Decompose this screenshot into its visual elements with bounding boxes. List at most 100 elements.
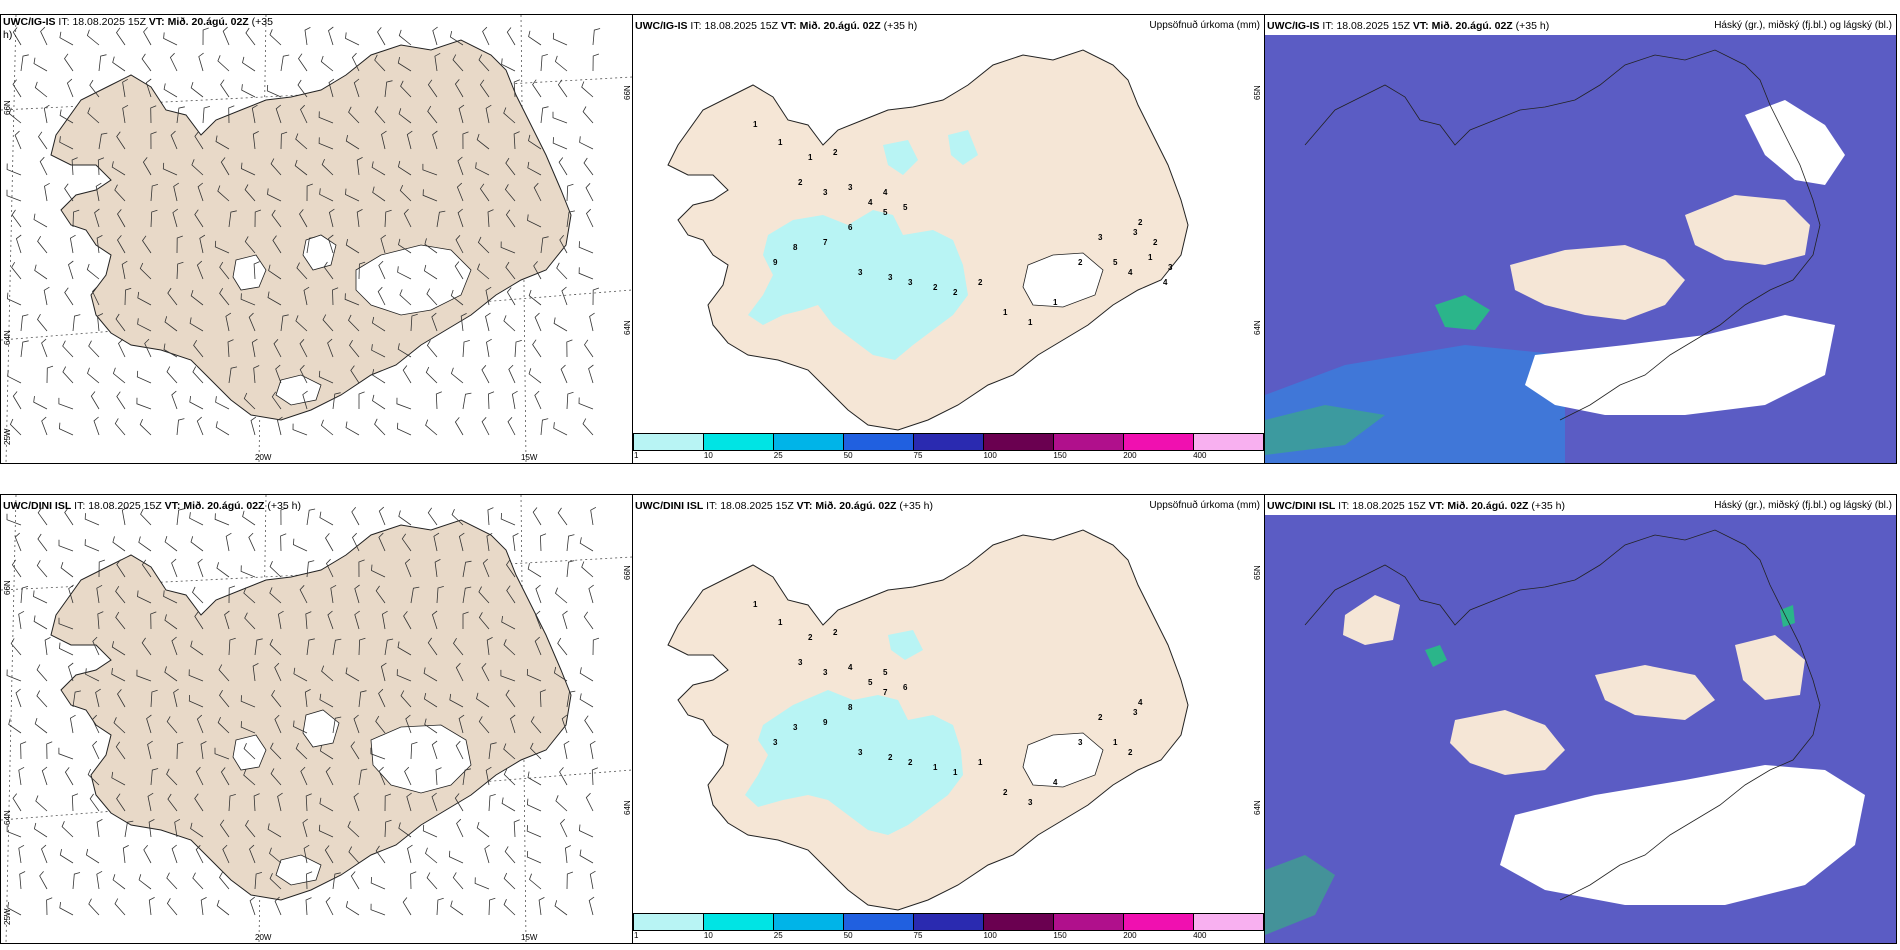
wind-barb (563, 740, 570, 760)
wind-barb (304, 27, 311, 46)
wind-barb (512, 533, 519, 552)
wind-barb (200, 897, 207, 916)
wind-barb (115, 585, 126, 604)
wind-barb (12, 391, 22, 410)
vt-label: VT: (780, 20, 797, 32)
wind-barb (482, 558, 490, 578)
wind-barb (581, 561, 594, 578)
colorbar-swatch (914, 434, 984, 450)
wind-barb (345, 135, 360, 150)
wind-barb (33, 822, 48, 838)
wind-barb (351, 52, 360, 72)
wind-barb (85, 668, 100, 682)
wind-barb (458, 532, 465, 552)
wind-barb (162, 162, 178, 176)
wind-barb (553, 317, 568, 332)
wind-barb (33, 615, 48, 630)
wind-barb (477, 263, 490, 280)
wind-barb (251, 104, 258, 124)
wind-barb (112, 56, 126, 72)
wind-barb (295, 742, 308, 760)
wind-barb (513, 819, 520, 838)
wind-barb (319, 693, 334, 708)
colorbar-tick-label: 200 (1123, 451, 1137, 460)
lat-label-65: 65N (1253, 565, 1262, 580)
precip-amount-label: 3 (1078, 738, 1083, 747)
wind-barb (169, 52, 178, 72)
wind-barb (190, 822, 204, 838)
wind-barb (579, 849, 594, 864)
wind-barb (560, 364, 568, 384)
wind-barb (190, 289, 204, 306)
wind-barb (251, 338, 258, 358)
wind-barb (303, 286, 310, 306)
wind-barb (271, 391, 282, 410)
wind-barb (59, 109, 74, 124)
wind-barb (321, 158, 334, 176)
wind-barb (435, 391, 442, 410)
wind-barb (195, 766, 204, 786)
precip-amount-label: 3 (858, 268, 863, 277)
wind-barb (318, 111, 334, 124)
wind-barb (115, 741, 126, 760)
wind-barb (589, 870, 596, 890)
wind-barb (96, 819, 103, 838)
vt-label: VT: (1428, 500, 1445, 512)
precip-amount-label: 1 (1148, 253, 1153, 262)
wind-barb (478, 612, 490, 630)
colorbar-tick-label: 10 (703, 931, 713, 940)
wind-barb (34, 717, 48, 734)
wind-barb (325, 766, 334, 786)
wind-barb (481, 663, 490, 682)
lead-time: (+35 h) (1515, 20, 1550, 32)
wind-barb (506, 27, 516, 46)
colorbar-swatch (1194, 434, 1263, 450)
wind-barb (485, 286, 492, 306)
wind-barb (318, 824, 334, 838)
colorbar-swatch (774, 914, 844, 930)
wind-barb (39, 156, 48, 176)
wind-barb (540, 54, 548, 72)
wind-barb (354, 610, 360, 630)
wind-barb (137, 590, 152, 604)
init-time: 18.08.2025 15Z (1336, 20, 1410, 32)
colorbar-swatch (704, 914, 774, 930)
wind-barb (112, 874, 126, 890)
wind-barb (272, 235, 282, 254)
wind-barb (139, 262, 152, 280)
wind-barb (454, 79, 464, 98)
wind-barb (482, 26, 490, 46)
wind-barb (190, 81, 204, 98)
wind-barb (280, 314, 289, 332)
wind-barb (557, 79, 568, 98)
wind-barb (423, 693, 438, 708)
precip-amount-label: 1 (1053, 298, 1058, 307)
wind-barb (583, 611, 594, 630)
wind-barb (326, 558, 334, 578)
wind-barb (116, 793, 126, 812)
wind-barb (500, 241, 516, 254)
wind-barb (214, 240, 230, 254)
wind-barb (253, 261, 260, 280)
wind-barb (479, 79, 490, 98)
colorbar-tick-label: 200 (1123, 931, 1137, 940)
wind-barb (141, 53, 152, 72)
wind-barb (220, 767, 230, 786)
wind-barb (458, 714, 465, 734)
wind-barb (92, 740, 100, 760)
wind-barb (322, 314, 334, 332)
wind-barb (324, 845, 334, 864)
lat-label-64: 64N (1253, 320, 1262, 335)
wind-barb (528, 289, 542, 306)
wind-barb (124, 820, 134, 838)
wind-barb (583, 157, 594, 176)
precip-header-top: UWC/IG-IS IT: 18.08.2025 15Z VT: Mið. 20… (635, 20, 917, 33)
wind-barb (280, 507, 287, 526)
wind-barb (532, 507, 542, 526)
wind-barb (434, 559, 441, 578)
wind-barb (566, 534, 575, 552)
wind-barb (174, 818, 181, 838)
wind-barb (302, 818, 308, 838)
wind-barb (58, 539, 74, 552)
wind-barb (352, 532, 360, 552)
